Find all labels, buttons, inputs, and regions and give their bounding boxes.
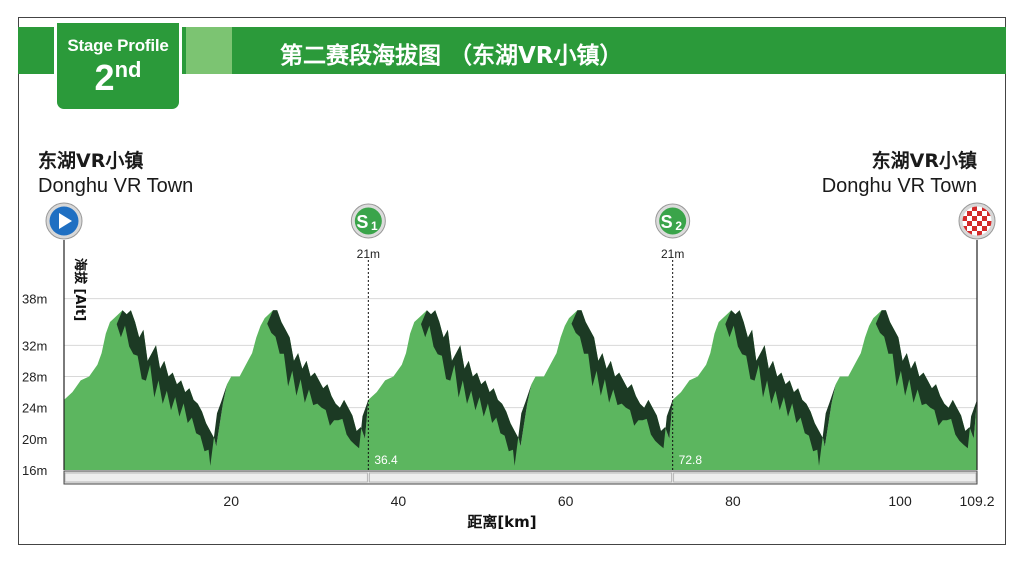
x-tick-label: 20 xyxy=(223,493,239,509)
y-tick-label: 32m xyxy=(22,338,47,353)
profile-shade xyxy=(725,310,836,466)
checker-square xyxy=(982,216,987,221)
profile-shade xyxy=(875,310,977,449)
checker-square xyxy=(982,206,987,211)
checker-square xyxy=(987,211,992,216)
sprint-icon xyxy=(354,207,382,235)
finish-place-cn: 东湖VR小镇 xyxy=(871,150,977,172)
sprint-letter: S xyxy=(356,212,368,232)
km-strip-segment xyxy=(64,472,368,483)
x-tick-label: 100 xyxy=(888,493,912,509)
sprint-number: 2 xyxy=(675,219,682,233)
start-place-en: Donghu VR Town xyxy=(38,175,194,197)
checker-square xyxy=(967,221,972,226)
header-accent xyxy=(186,27,232,74)
outer-frame xyxy=(18,17,1006,545)
y-tick-label: 38m xyxy=(22,292,47,307)
checker-square xyxy=(987,221,992,226)
checker-square xyxy=(962,216,967,221)
x-axis-label: 距离[km] xyxy=(467,513,536,531)
km-strip-segment xyxy=(368,472,673,483)
km-strip-segment xyxy=(673,472,977,483)
x-tick-label: 60 xyxy=(558,493,574,509)
finish-place-en: Donghu VR Town xyxy=(821,175,977,197)
finish-place: 东湖VR小镇 Donghu VR Town xyxy=(822,146,977,198)
y-tick-label: 28m xyxy=(22,370,47,385)
page-title: 第二赛段海拔图 （东湖VR小镇） xyxy=(280,43,623,69)
checker-square xyxy=(972,206,977,211)
checker-square xyxy=(977,211,982,216)
y-tick-label: 16m xyxy=(22,463,47,478)
checker-square xyxy=(977,221,982,226)
stage-badge-title: Stage Profile xyxy=(67,36,169,55)
x-tick-label: 40 xyxy=(391,493,407,509)
sprint-elevation: 21m xyxy=(661,247,684,261)
profile-shade xyxy=(571,310,673,449)
start-place-cn: 东湖VR小镇 xyxy=(38,150,144,172)
header-bar xyxy=(18,27,1006,74)
checker-square xyxy=(967,231,972,236)
y-tick-label: 20m xyxy=(22,432,47,447)
stage-number: 2nd xyxy=(57,57,179,99)
sprint-letter: S xyxy=(661,212,673,232)
x-tick-label: 109.2 xyxy=(959,493,994,509)
stage-number-suffix: nd xyxy=(114,57,142,82)
play-icon xyxy=(59,213,72,229)
checker-square xyxy=(972,216,977,221)
profile-shade xyxy=(267,310,369,449)
sprint-km-label: 36.4 xyxy=(374,453,398,467)
profile-shade xyxy=(421,310,532,466)
checker-square xyxy=(982,226,987,231)
sprint-icon xyxy=(659,207,687,235)
checker-square xyxy=(977,231,982,236)
stage-number-value: 2 xyxy=(94,57,115,98)
y-axis-label: 海拔 [Alt] xyxy=(72,258,88,321)
stage-badge: Stage Profile 2nd xyxy=(54,20,182,112)
sprint-elevation: 21m xyxy=(357,247,380,261)
checker-square xyxy=(962,226,967,231)
checker-square xyxy=(967,211,972,216)
profile-shade xyxy=(116,310,227,466)
sprint-number: 1 xyxy=(371,219,378,233)
start-place: 东湖VR小镇 Donghu VR Town xyxy=(38,146,193,198)
sprint-km-label: 72.8 xyxy=(679,453,703,467)
y-tick-label: 24m xyxy=(22,401,47,416)
checker-square xyxy=(972,226,977,231)
x-tick-label: 80 xyxy=(725,493,741,509)
